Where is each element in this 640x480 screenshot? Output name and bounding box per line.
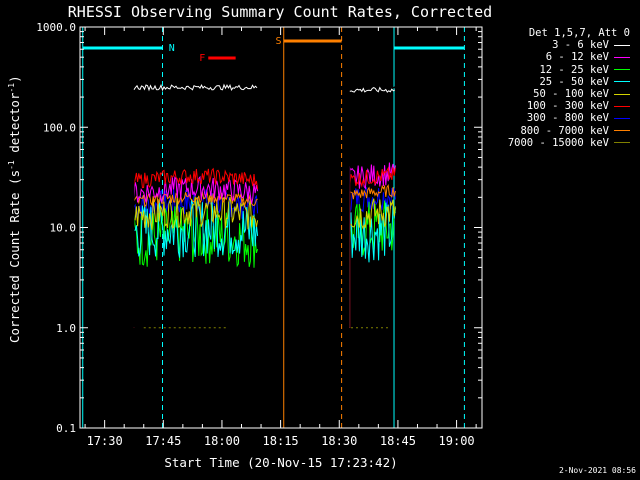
- series-3-6-kev-line: [349, 86, 396, 93]
- x-tick-label: 17:45: [145, 434, 181, 448]
- legend-entry: 800 - 7000 keV: [484, 125, 630, 137]
- y-tick-label: 10.0: [50, 222, 77, 235]
- legend-swatch: [614, 44, 630, 46]
- series-50-100-kev-line: [349, 198, 396, 328]
- legend-entry: 7000 - 15000 keV: [484, 137, 630, 149]
- night-label: N: [169, 43, 175, 54]
- series-3-6-kev-line: [133, 82, 258, 328]
- legend-entry: 25 - 50 keV: [484, 76, 630, 88]
- y-tick-label: 1000.0: [36, 21, 76, 34]
- y-tick-label: 1.0: [56, 322, 76, 335]
- legend-entry-label: 25 - 50 keV: [539, 75, 609, 88]
- series-layer: [133, 82, 396, 329]
- series-100-300-kev-line: [133, 167, 259, 328]
- series-300-800-kev-line: [349, 187, 396, 328]
- series-25-50-kev-line: [349, 202, 396, 328]
- legend-swatch: [614, 130, 630, 132]
- legend-swatch: [614, 105, 630, 107]
- legend-swatch: [614, 69, 630, 71]
- legend-swatch: [614, 117, 630, 119]
- legend-entry-label: 3 - 6 keV: [552, 39, 609, 52]
- legend-entry: 50 - 100 keV: [484, 88, 630, 100]
- legend-entry: 300 - 800 keV: [484, 112, 630, 124]
- legend-swatch: [614, 56, 630, 58]
- axes-layer: 0.1 1.0 10.0 100.0 1000.0 17:30 17:45 18:00 18:1…: [36, 21, 483, 448]
- legend-entry: 3 - 6 keV: [484, 39, 630, 51]
- y-tick-label: 100.0: [43, 121, 76, 134]
- legend: Det 1,5,7, Att 0 3 - 6 keV 6 - 12 keV 12 -…: [484, 27, 630, 149]
- legend-swatch: [614, 93, 630, 95]
- series-800-7000-kev-line: [133, 190, 258, 328]
- legend-entry-label: 300 - 800 keV: [526, 112, 609, 125]
- series-800-7000-kev-line: [349, 184, 396, 328]
- legend-entry-label: 50 - 100 keV: [533, 87, 609, 100]
- chart-title: RHESSI Observing Summary Count Rates, Co…: [67, 3, 493, 21]
- x-axis-label: Start Time (20-Nov-15 17:23:42): [164, 455, 398, 470]
- legend-entry-label: 7000 - 15000 keV: [507, 136, 609, 149]
- legend-entry-label: 100 - 300 keV: [526, 100, 609, 113]
- legend-title: Det 1,5,7, Att 0: [528, 27, 630, 39]
- x-tick-label: 18:30: [321, 434, 357, 448]
- legend-entry-label: 12 - 25 keV: [539, 63, 609, 76]
- x-tick-label: 18:15: [263, 434, 299, 448]
- x-tick-label: 18:45: [380, 434, 416, 448]
- x-tick-label: 18:00: [204, 434, 240, 448]
- series-25-50-kev-line: [133, 197, 259, 328]
- legend-entry: 12 - 25 keV: [484, 64, 630, 76]
- legend-swatch: [614, 142, 630, 144]
- series-3-6-kev-line: [133, 83, 258, 92]
- series-100-300-kev-line: [349, 166, 396, 328]
- series-6-12-kev-line: [349, 162, 396, 328]
- y-tick-label: 0.1: [56, 422, 76, 435]
- x-tick-label: 19:00: [439, 434, 475, 448]
- x-tick-label: 17:30: [87, 434, 123, 448]
- legend-entry: 6 - 12 keV: [484, 51, 630, 63]
- y-axis-label: Corrected Count Rate (s-1 detector-1): [7, 75, 23, 343]
- saa-label: S: [276, 36, 282, 47]
- legend-entry: 100 - 300 keV: [484, 100, 630, 112]
- legend-entry-label: 6 - 12 keV: [545, 51, 609, 64]
- flare-label: F: [199, 53, 205, 64]
- legend-swatch: [614, 81, 630, 83]
- legend-entry-label: 800 - 7000 keV: [520, 124, 609, 137]
- footer-timestamp: 2-Nov-2021 08:56: [558, 466, 636, 475]
